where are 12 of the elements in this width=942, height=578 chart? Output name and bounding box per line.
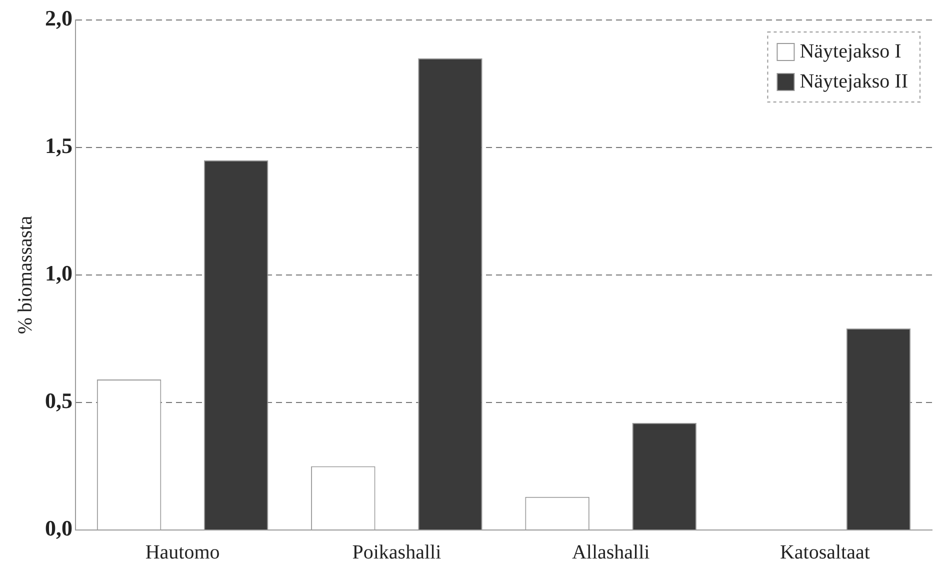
y-tick-label: 0,5 bbox=[45, 388, 72, 414]
x-tick-label: Poikashalli bbox=[352, 541, 442, 564]
y-tick-label: 1,0 bbox=[45, 260, 72, 286]
x-tick-label: Katosaltaat bbox=[780, 541, 870, 564]
legend-label: Näytejakso I bbox=[800, 40, 902, 62]
x-tick-label: Hautomo bbox=[145, 541, 220, 564]
y-tick-label: 0,0 bbox=[45, 516, 72, 541]
x-tick-label: Allashalli bbox=[572, 541, 650, 564]
y-axis-title: % biomassasta bbox=[14, 216, 36, 334]
y-tick-label: 2,0 bbox=[45, 6, 72, 31]
y-tick-label: 1,5 bbox=[45, 133, 72, 158]
legend-label: Näytejakso II bbox=[800, 70, 908, 92]
